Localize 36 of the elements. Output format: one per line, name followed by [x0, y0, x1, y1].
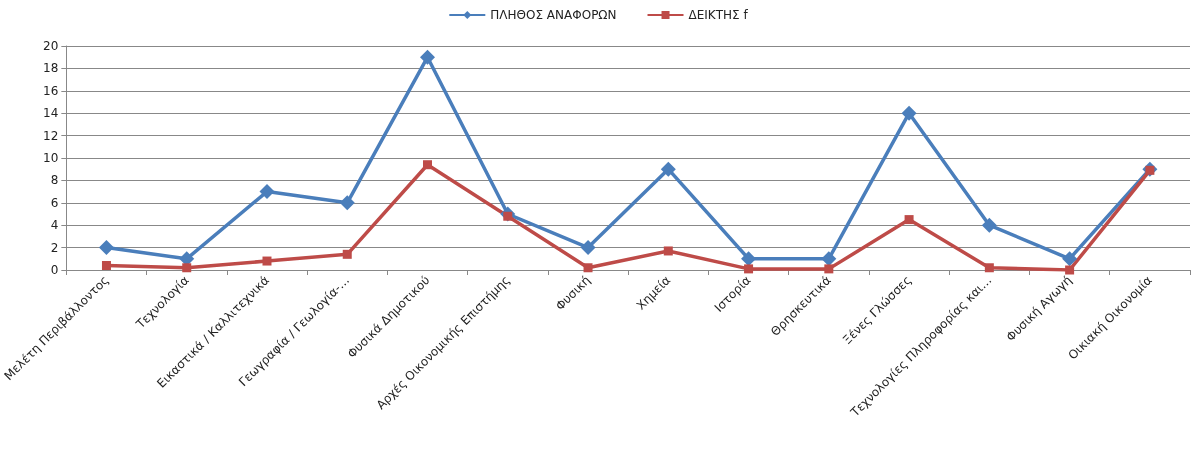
point: [339, 195, 355, 211]
point: [901, 105, 917, 121]
point: [420, 49, 436, 65]
y-tick-label: 20: [43, 39, 59, 53]
y-tick-label: 2: [50, 240, 59, 255]
point: [101, 261, 111, 271]
y-tick-label: 10: [43, 151, 59, 165]
y-tick-label: 12: [43, 128, 59, 143]
point: [744, 264, 754, 274]
point: [660, 161, 676, 177]
point: [821, 251, 837, 267]
point: [824, 264, 834, 274]
y-tick-label: 18: [43, 61, 59, 76]
y-tick-label: 6: [50, 195, 59, 210]
point: [984, 263, 994, 273]
point: [262, 256, 272, 266]
point: [182, 263, 192, 273]
y-tick-label: 14: [43, 106, 59, 121]
point: [904, 215, 914, 225]
y-tick-label: 4: [50, 218, 59, 233]
legend-label: ΔΕΙΚΤΗΣ f: [688, 8, 749, 22]
point: [259, 184, 275, 200]
y-tick-label: 8: [50, 173, 59, 188]
point: [741, 251, 757, 267]
y-tick-label: 0: [50, 263, 59, 277]
point: [580, 240, 596, 256]
point: [1062, 251, 1078, 267]
point: [342, 249, 352, 259]
point: [663, 246, 673, 256]
legend-label: ΠΛΗΘΟΣ ΑΝΑΦΟΡΩΝ: [490, 8, 617, 22]
point: [583, 263, 593, 273]
point: [1065, 265, 1075, 275]
point: [423, 160, 433, 170]
point: [98, 240, 114, 256]
y-tick-label: 16: [43, 83, 59, 98]
point: [981, 217, 997, 233]
